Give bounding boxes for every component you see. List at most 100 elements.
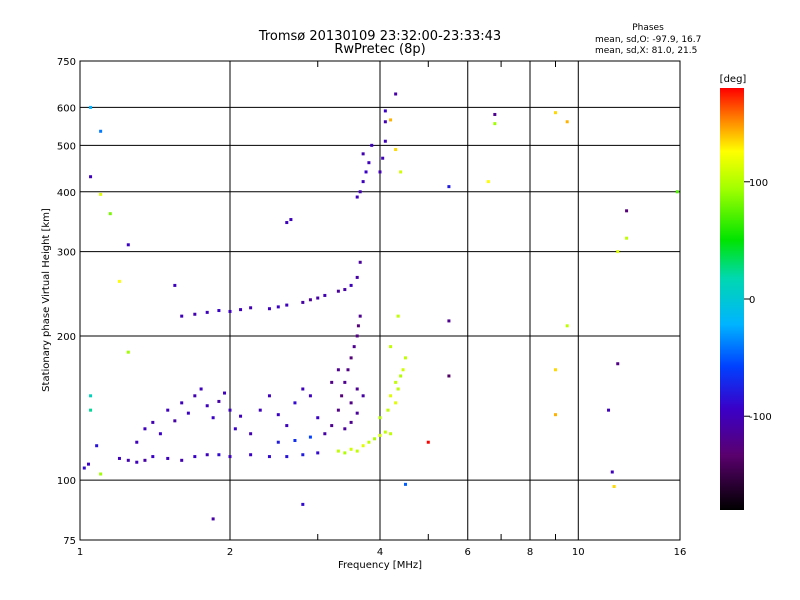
data-point bbox=[267, 455, 271, 459]
data-point bbox=[308, 435, 312, 439]
data-point bbox=[349, 283, 353, 287]
stats-line-o: mean, sd,O: -97.9, 16.7 bbox=[595, 35, 701, 45]
data-point bbox=[289, 218, 293, 222]
data-point bbox=[399, 170, 403, 174]
data-point bbox=[158, 432, 162, 436]
data-point bbox=[89, 175, 93, 179]
data-point bbox=[217, 309, 221, 313]
data-point bbox=[293, 439, 297, 443]
data-point bbox=[308, 298, 312, 302]
data-point bbox=[426, 440, 430, 444]
data-point bbox=[486, 180, 490, 184]
data-point bbox=[565, 324, 569, 328]
x-tick-label: 16 bbox=[674, 547, 687, 558]
data-point bbox=[381, 156, 385, 160]
data-point bbox=[180, 314, 184, 318]
data-point bbox=[343, 380, 347, 384]
data-point bbox=[394, 92, 398, 96]
data-point bbox=[193, 455, 197, 459]
data-point bbox=[358, 260, 362, 264]
data-point bbox=[239, 308, 243, 312]
data-point bbox=[217, 399, 221, 403]
data-point bbox=[396, 387, 400, 391]
data-point bbox=[389, 118, 393, 122]
data-point bbox=[553, 413, 557, 417]
data-point bbox=[394, 401, 398, 405]
data-point bbox=[249, 432, 253, 436]
data-point bbox=[151, 455, 155, 459]
data-point bbox=[316, 296, 320, 300]
plot-grid bbox=[80, 61, 680, 540]
data-point bbox=[316, 451, 320, 455]
colorbar-ticks: 100 0 -100 bbox=[744, 178, 772, 423]
x-tick-label: 4 bbox=[377, 547, 383, 558]
data-point bbox=[616, 250, 620, 254]
data-point bbox=[403, 482, 407, 486]
data-point bbox=[343, 427, 347, 431]
data-point bbox=[95, 444, 99, 448]
data-point bbox=[143, 458, 147, 462]
data-point bbox=[361, 180, 365, 184]
data-point bbox=[316, 416, 320, 420]
data-point bbox=[343, 288, 347, 292]
data-point bbox=[211, 517, 215, 521]
y-tick-label: 100 bbox=[57, 476, 76, 487]
data-point bbox=[675, 190, 679, 194]
stats-line-x: mean, sd,X: 81.0, 21.5 bbox=[595, 46, 697, 56]
data-point bbox=[394, 148, 398, 152]
colorbar-label: [deg] bbox=[720, 74, 747, 85]
colorbar-tick-label: 0 bbox=[749, 295, 755, 306]
data-point bbox=[99, 472, 103, 476]
stats-heading: Phases bbox=[632, 23, 664, 33]
data-point bbox=[233, 427, 237, 431]
data-point bbox=[301, 387, 305, 391]
data-point bbox=[173, 419, 177, 423]
data-point bbox=[389, 432, 393, 436]
data-point bbox=[276, 440, 280, 444]
data-point bbox=[447, 319, 451, 323]
data-point bbox=[293, 401, 297, 405]
data-point bbox=[378, 170, 382, 174]
data-point bbox=[361, 394, 365, 398]
plot-frame bbox=[79, 60, 681, 541]
data-point bbox=[336, 449, 340, 453]
data-point bbox=[396, 314, 400, 318]
data-point bbox=[349, 447, 353, 451]
data-point bbox=[336, 368, 340, 372]
data-point bbox=[135, 460, 139, 464]
y-tick-label: 200 bbox=[57, 332, 76, 343]
data-point bbox=[493, 122, 497, 126]
data-point bbox=[394, 380, 398, 384]
data-point bbox=[193, 312, 197, 316]
data-point bbox=[89, 105, 93, 109]
data-point bbox=[239, 414, 243, 418]
data-point bbox=[389, 394, 393, 398]
data-point bbox=[285, 303, 289, 307]
data-point bbox=[267, 394, 271, 398]
data-point bbox=[180, 458, 184, 462]
data-point bbox=[383, 430, 387, 434]
data-point bbox=[323, 432, 327, 436]
data-point bbox=[205, 404, 209, 408]
data-point bbox=[386, 408, 390, 412]
data-point bbox=[301, 300, 305, 304]
x-tick-label: 8 bbox=[527, 547, 533, 558]
data-point bbox=[355, 387, 359, 391]
data-point bbox=[126, 458, 130, 462]
data-point bbox=[205, 453, 209, 457]
data-point bbox=[166, 408, 170, 412]
data-point bbox=[199, 387, 203, 391]
data-point bbox=[403, 356, 407, 360]
y-axis-ticks: 75 100 200 300 400 500 600 750 bbox=[57, 57, 76, 547]
data-point bbox=[361, 152, 365, 156]
data-point bbox=[565, 120, 569, 124]
data-point bbox=[336, 289, 340, 293]
data-point bbox=[612, 484, 616, 488]
data-point bbox=[249, 453, 253, 457]
data-point bbox=[258, 408, 262, 412]
data-point bbox=[301, 502, 305, 506]
data-point bbox=[143, 427, 147, 431]
data-point bbox=[340, 394, 344, 398]
data-point bbox=[389, 345, 393, 349]
y-tick-label: 300 bbox=[57, 248, 76, 259]
